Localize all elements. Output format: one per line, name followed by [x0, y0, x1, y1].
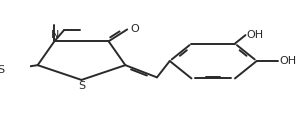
Text: S: S	[0, 65, 4, 75]
Text: S: S	[78, 81, 85, 91]
Text: OH: OH	[279, 56, 296, 66]
Text: N: N	[51, 30, 59, 40]
Text: O: O	[130, 24, 139, 34]
Text: OH: OH	[247, 30, 264, 40]
